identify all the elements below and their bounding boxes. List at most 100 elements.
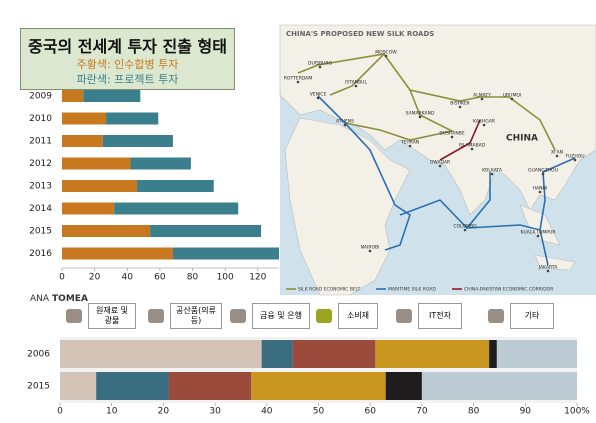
bar bbox=[137, 180, 214, 192]
brand-b: TOMEA bbox=[52, 294, 88, 304]
bar bbox=[60, 372, 97, 400]
bar bbox=[62, 247, 173, 260]
legend-label: 소비재 bbox=[338, 303, 378, 329]
bar bbox=[62, 225, 151, 237]
map-dot bbox=[354, 84, 358, 88]
map-label: GUANGZHOU bbox=[528, 168, 558, 174]
map-label: CHINA bbox=[506, 134, 538, 144]
map-dot bbox=[418, 115, 422, 119]
bar bbox=[62, 157, 131, 170]
map-label: NAIROBI bbox=[361, 245, 380, 251]
map-dot bbox=[573, 158, 577, 162]
legend-label: 주황색: 인수합병 투자 bbox=[76, 58, 179, 71]
bar bbox=[96, 372, 169, 400]
map-label: XI'AN bbox=[551, 150, 563, 156]
map-dot bbox=[450, 135, 454, 139]
brand-a: ANA bbox=[30, 294, 50, 304]
x-tick-label: 60 bbox=[364, 407, 376, 417]
bar bbox=[130, 157, 191, 170]
legend-icon bbox=[230, 309, 246, 323]
map: CHINA'S PROPOSED NEW SILK ROADS bbox=[279, 24, 596, 296]
bar bbox=[102, 135, 173, 147]
bar bbox=[62, 135, 103, 147]
bar bbox=[62, 180, 138, 192]
legend-icon bbox=[396, 309, 412, 323]
map-label: VENICE bbox=[310, 92, 327, 98]
y-tick-label: 2009 bbox=[29, 92, 52, 102]
x-tick-label: 80 bbox=[187, 273, 199, 283]
map-label: DUSHANBE bbox=[439, 131, 465, 137]
bar bbox=[62, 112, 107, 125]
bar bbox=[150, 225, 262, 237]
bar bbox=[496, 340, 577, 368]
map-dot bbox=[438, 164, 442, 168]
bar bbox=[114, 202, 239, 215]
map-dot bbox=[368, 249, 372, 253]
map-label: ALMATY bbox=[473, 93, 491, 99]
x-tick-label: 20 bbox=[158, 407, 170, 417]
map-dot bbox=[463, 228, 467, 232]
map-dot bbox=[343, 123, 347, 127]
map-dot bbox=[458, 105, 462, 109]
x-tick-label: 50 bbox=[313, 407, 325, 417]
map-label: SAMARKAND bbox=[406, 111, 435, 117]
bar bbox=[489, 340, 497, 368]
x-tick-label: 120 bbox=[249, 273, 266, 283]
map-label: MOSCOW bbox=[375, 50, 397, 56]
belt-route bbox=[329, 53, 455, 141]
map-label: ISTANBUL bbox=[345, 80, 367, 86]
map-label: KASHGAR bbox=[473, 119, 495, 125]
legend-label: IT전자 bbox=[418, 303, 462, 329]
bar bbox=[83, 90, 141, 102]
belt-route bbox=[297, 53, 556, 151]
y-tick-label: 2011 bbox=[29, 137, 52, 147]
map-land bbox=[519, 204, 576, 271]
x-tick-label: 60 bbox=[154, 273, 166, 283]
bar bbox=[261, 340, 293, 368]
map-dot bbox=[546, 269, 550, 273]
bars bbox=[62, 90, 279, 260]
bar bbox=[106, 112, 159, 125]
y-tick-label: 2015 bbox=[29, 227, 52, 237]
map-label: DUISBURG bbox=[308, 61, 332, 67]
maritime-route bbox=[317, 95, 576, 266]
map-label: TEHRAN bbox=[400, 140, 419, 146]
legend-label: 원재료 및 광물 bbox=[88, 303, 136, 329]
legend-label: 금융 및 은행 bbox=[252, 303, 310, 329]
map-land bbox=[279, 24, 596, 216]
x-tick-label: 100 bbox=[217, 273, 234, 283]
x-tick-label: 40 bbox=[122, 273, 134, 283]
map-dot bbox=[296, 80, 300, 84]
x-tick-label: 10 bbox=[106, 407, 118, 417]
legend-label: 공산품(의류 등) bbox=[170, 303, 222, 329]
bar bbox=[385, 372, 422, 400]
x-tick-label: 0 bbox=[59, 273, 65, 283]
map-dot bbox=[555, 154, 559, 158]
x-tick-label: 90 bbox=[520, 407, 532, 417]
legend-icon bbox=[148, 309, 164, 323]
map-legend-label: SILK ROAD ECONOMIC BELT bbox=[298, 287, 361, 293]
y-tick-label: 2015 bbox=[27, 382, 50, 392]
map-label: GWADAR bbox=[430, 160, 450, 166]
bar bbox=[168, 372, 252, 400]
y-tick-label: 2012 bbox=[29, 159, 52, 169]
map-dot bbox=[408, 144, 412, 148]
x-tick-label: 100% bbox=[564, 407, 590, 417]
map-label: KUALA LUMPUR bbox=[521, 230, 556, 236]
bar bbox=[62, 202, 115, 215]
bar bbox=[62, 90, 84, 102]
map-legend-label: MARITIME SILK ROAD bbox=[388, 287, 436, 293]
legend-icon bbox=[488, 309, 504, 323]
map-dot bbox=[536, 234, 540, 238]
map-legend-label: CHINA-PAKISTAN ECONOMIC CORRIDOR bbox=[464, 287, 553, 293]
map-label: COLOMBO bbox=[453, 224, 476, 230]
chart-title: 중국의 전세계 투자 진출 형태 bbox=[28, 37, 227, 56]
y-tick-label: 2010 bbox=[29, 114, 52, 124]
map-label: ATHENS bbox=[336, 119, 354, 125]
map-dot bbox=[490, 172, 494, 176]
title-box: 중국의 전세계 투자 진출 형태 주황색: 인수합병 투자 파란색: 프로젝트 투… bbox=[20, 28, 235, 90]
map-label: ROTTERDAM bbox=[284, 76, 313, 82]
map-land bbox=[284, 117, 411, 296]
